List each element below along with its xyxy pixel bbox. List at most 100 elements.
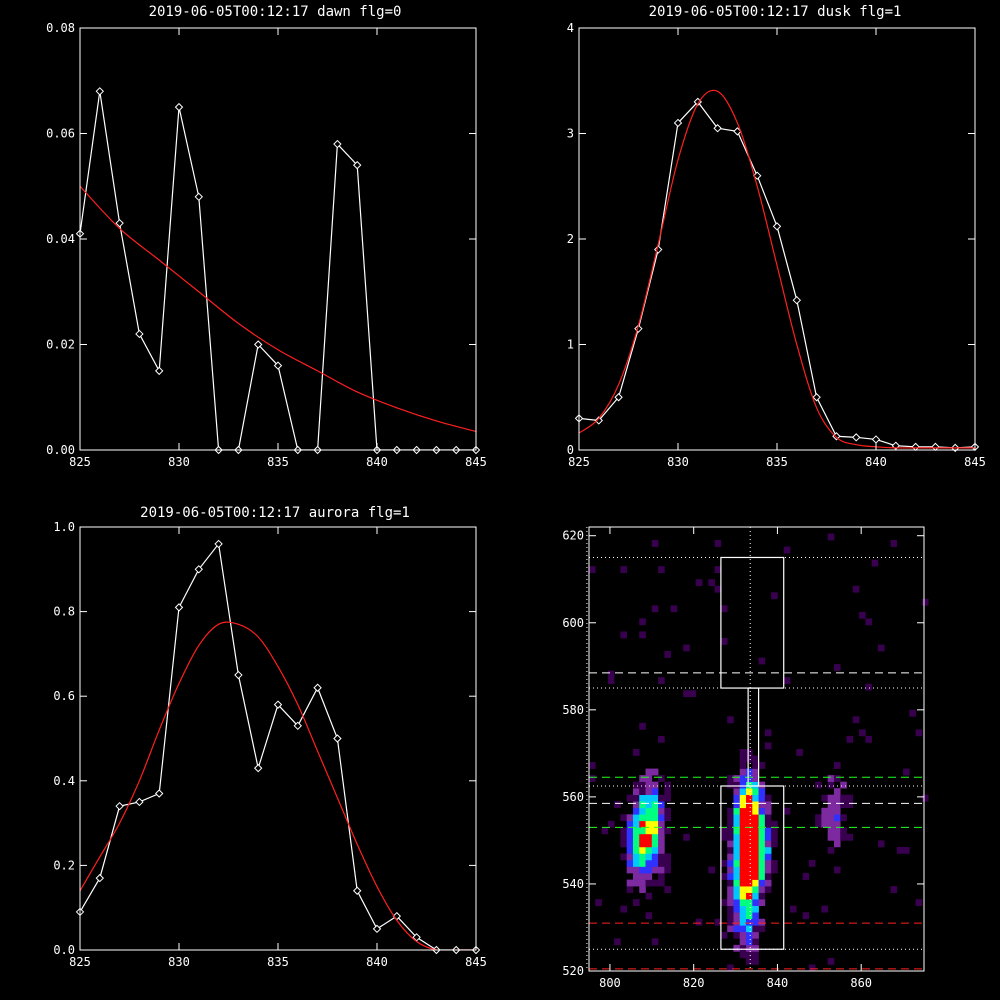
- dusk-data-point: [752, 171, 762, 180]
- heatmap-cell: [695, 918, 703, 926]
- heatmap-cell: [727, 912, 734, 920]
- heatmap-cell: [645, 866, 653, 874]
- heatmap-cell: [651, 827, 659, 835]
- heatmap-cell: [758, 801, 766, 809]
- heatmap-cell: [614, 938, 621, 946]
- heatmap-cell: [840, 827, 847, 835]
- heatmap-cell: [670, 605, 678, 613]
- heatmap-cell: [727, 775, 734, 782]
- aurora-data-point: [333, 734, 342, 743]
- heatmap-cell: [764, 879, 772, 887]
- heatmap-cell: [727, 873, 734, 880]
- heatmap-cell: [626, 833, 634, 841]
- heatmap-cell: [632, 846, 640, 854]
- dusk-data-point: [594, 416, 604, 425]
- heatmap-cell: [758, 866, 766, 874]
- heatmap-cell: [733, 788, 741, 796]
- dusk-data-point: [931, 442, 940, 452]
- heatmap-cell: [840, 833, 847, 841]
- heatmap-cell: [658, 794, 665, 802]
- aurora-ytick-label: 0.2: [53, 858, 75, 872]
- dusk-ytick-label: 4: [567, 21, 574, 35]
- heatmap-xtick-label: 820: [683, 976, 705, 990]
- heatmap-cell: [645, 860, 653, 867]
- aurora-data-point: [95, 873, 105, 883]
- heatmap-cell: [589, 762, 596, 769]
- heatmap-cell: [651, 860, 659, 867]
- heatmap-cell: [746, 820, 753, 828]
- heatmap-cell: [746, 833, 753, 841]
- heatmap-xtick-label: 800: [599, 976, 621, 990]
- heatmap-cell: [764, 860, 772, 867]
- heatmap-cell: [840, 801, 847, 809]
- dawn-ytick-label: 0.02: [46, 338, 75, 352]
- heatmap-cell: [909, 709, 916, 717]
- heatmap-cell: [626, 846, 634, 854]
- heatmap-cell: [639, 853, 646, 861]
- heatmap-cell: [833, 664, 841, 671]
- dawn-data-point: [174, 102, 184, 112]
- heatmap-cell: [771, 840, 778, 848]
- heatmap-cell: [620, 853, 627, 861]
- dusk-ytick-label: 1: [567, 338, 574, 352]
- heatmap-cell: [632, 853, 640, 861]
- heatmap-cell: [639, 886, 646, 893]
- heatmap-cell: [632, 899, 640, 907]
- heatmap-cell: [871, 559, 879, 567]
- heatmap-cell: [708, 866, 715, 874]
- heatmap-cell: [846, 833, 854, 841]
- aurora-data-point: [372, 924, 382, 934]
- dusk-ytick-label: 3: [567, 127, 574, 141]
- heatmap-cell: [739, 827, 747, 835]
- heatmap-cell: [658, 846, 665, 854]
- heatmap-cell: [808, 964, 816, 972]
- aurora-data-point: [115, 801, 124, 811]
- heatmap-cell: [645, 781, 653, 789]
- heatmap-cell: [752, 899, 759, 907]
- heatmap-cell: [727, 866, 734, 874]
- heatmap-ytick-label: 520: [562, 964, 584, 978]
- heatmap-cell: [739, 781, 747, 789]
- heatmap-cell: [764, 729, 772, 737]
- heatmap-cell: [664, 651, 671, 658]
- panel-dawn: 2019-06-05T00:12:17 dawn flg=0 825 830 835…: [46, 4, 487, 469]
- heatmap-cell: [746, 873, 753, 880]
- heatmap-cell: [764, 866, 772, 874]
- heatmap-cell: [739, 820, 747, 828]
- heatmap-cell: [727, 781, 734, 789]
- heatmap-cell: [758, 657, 766, 665]
- heatmap-cell: [733, 912, 741, 920]
- heatmap-cell: [658, 801, 665, 809]
- heatmap-cell: [651, 540, 659, 547]
- aurora-data-point: [293, 721, 303, 731]
- heatmap-region-box: [720, 556, 785, 689]
- heatmap-cell: [764, 827, 772, 835]
- heatmap-cell: [589, 566, 596, 574]
- heatmap-cell: [639, 775, 646, 782]
- dawn-ytick-label: 0.08: [46, 21, 75, 35]
- heatmap-cell: [683, 690, 690, 698]
- heatmap-cell: [746, 840, 753, 848]
- heatmap-cell: [651, 768, 659, 776]
- heatmap-cell: [733, 781, 741, 789]
- heatmap-cell: [733, 814, 741, 822]
- heatmap-cell: [683, 644, 690, 652]
- heatmap-cell: [651, 801, 659, 809]
- heatmap-cell: [758, 892, 766, 900]
- heatmap-cell: [746, 879, 753, 887]
- heatmap-cells: [589, 533, 929, 972]
- heatmap-cell: [632, 840, 640, 848]
- heatmap-cell: [739, 775, 747, 782]
- dawn-xtick-label: 845: [465, 455, 487, 469]
- heatmap-cell: [626, 814, 634, 822]
- heatmap-cell: [833, 820, 841, 828]
- heatmap-cell: [746, 755, 753, 763]
- heatmap-cell: [859, 729, 866, 737]
- heatmap-plot-frame: [588, 526, 925, 972]
- heatmap-cell: [645, 820, 653, 828]
- heatmap-cell: [639, 846, 646, 854]
- heatmap-cell: [846, 735, 854, 743]
- heatmap-cell: [733, 879, 741, 887]
- dawn-data-point: [333, 139, 342, 149]
- heatmap-cell: [739, 879, 747, 887]
